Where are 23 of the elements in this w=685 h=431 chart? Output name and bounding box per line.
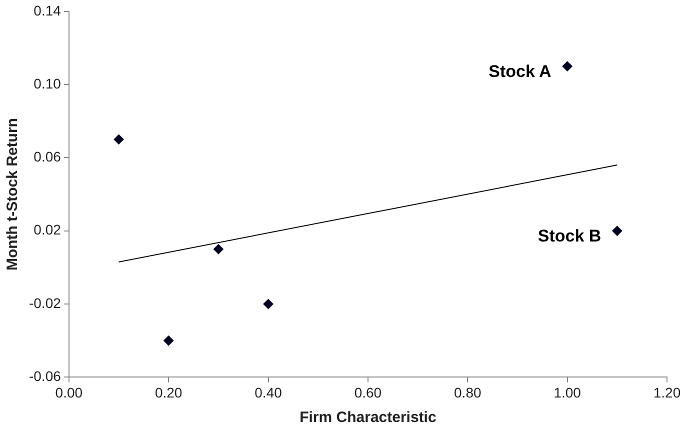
x-tick-label: 0.40	[254, 384, 282, 400]
y-tick-label: 0.02	[34, 222, 62, 238]
point	[164, 336, 174, 346]
point	[263, 299, 274, 310]
point	[114, 134, 124, 144]
x-tick-label: 1.20	[653, 384, 681, 400]
y-tick-label: -0.06	[28, 368, 62, 384]
annotation: Stock B	[538, 226, 602, 246]
x-axis-title: Firm Characteristic	[300, 409, 436, 426]
point	[213, 244, 224, 254]
y-axis-title: Month t-Stock Return	[4, 118, 22, 271]
point	[612, 226, 622, 236]
x-tick-label: 0.20	[154, 384, 182, 400]
x-tick-label: 1.00	[554, 384, 582, 400]
x-tick-label: 0.00	[55, 384, 83, 400]
point	[562, 61, 572, 72]
annotation: Stock A	[488, 62, 552, 81]
y-tick-label: 0.10	[34, 75, 62, 92]
y-tick-label: 0.14	[34, 2, 62, 18]
y-tick-label: 0.06	[34, 148, 62, 165]
y-tick-label: -0.02	[28, 294, 62, 311]
x-tick-label: 0.60	[354, 384, 382, 400]
x-tick-label: 0.80	[454, 384, 482, 400]
